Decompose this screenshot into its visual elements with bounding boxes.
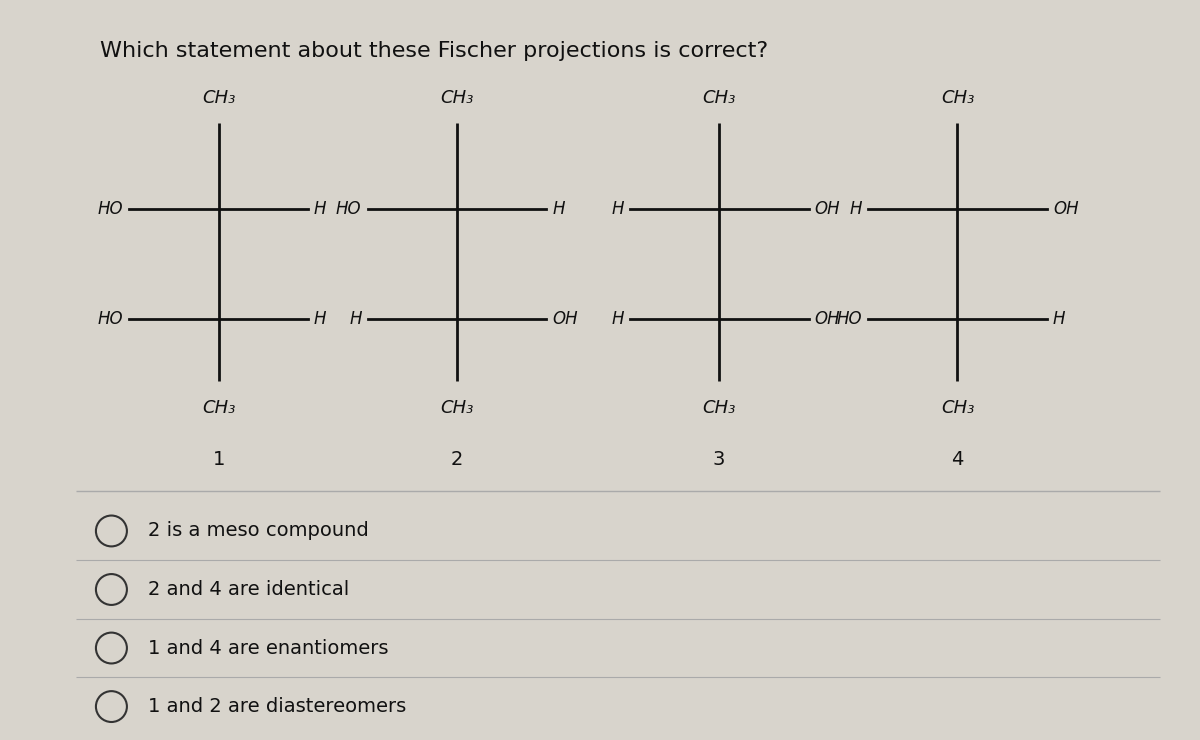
Text: OH: OH — [552, 310, 578, 328]
Text: OH: OH — [1052, 200, 1079, 218]
Text: CH₃: CH₃ — [202, 400, 235, 417]
Text: 2: 2 — [451, 451, 463, 469]
Text: H: H — [1052, 310, 1066, 328]
Text: 4: 4 — [952, 451, 964, 469]
Text: CH₃: CH₃ — [702, 400, 736, 417]
Text: HO: HO — [97, 200, 124, 218]
Text: H: H — [850, 200, 862, 218]
Text: H: H — [611, 200, 624, 218]
Text: 1: 1 — [212, 451, 224, 469]
Text: H: H — [314, 310, 326, 328]
Text: HO: HO — [336, 200, 361, 218]
Text: CH₃: CH₃ — [941, 400, 974, 417]
Text: CH₃: CH₃ — [440, 400, 474, 417]
Text: H: H — [552, 200, 565, 218]
Text: CH₃: CH₃ — [941, 89, 974, 107]
Text: OH: OH — [815, 310, 840, 328]
Text: 1 and 4 are enantiomers: 1 and 4 are enantiomers — [149, 639, 389, 658]
Text: 2 is a meso compound: 2 is a meso compound — [149, 522, 370, 540]
Text: OH: OH — [815, 200, 840, 218]
Text: 3: 3 — [713, 451, 725, 469]
Text: HO: HO — [836, 310, 862, 328]
Text: 1 and 2 are diastereomers: 1 and 2 are diastereomers — [149, 697, 407, 716]
Text: 2 and 4 are identical: 2 and 4 are identical — [149, 580, 349, 599]
Text: H: H — [314, 200, 326, 218]
Text: H: H — [611, 310, 624, 328]
Text: H: H — [349, 310, 361, 328]
Text: CH₃: CH₃ — [702, 89, 736, 107]
Text: HO: HO — [97, 310, 124, 328]
Text: Which statement about these Fischer projections is correct?: Which statement about these Fischer proj… — [100, 41, 768, 61]
Text: CH₃: CH₃ — [440, 89, 474, 107]
Text: CH₃: CH₃ — [202, 89, 235, 107]
